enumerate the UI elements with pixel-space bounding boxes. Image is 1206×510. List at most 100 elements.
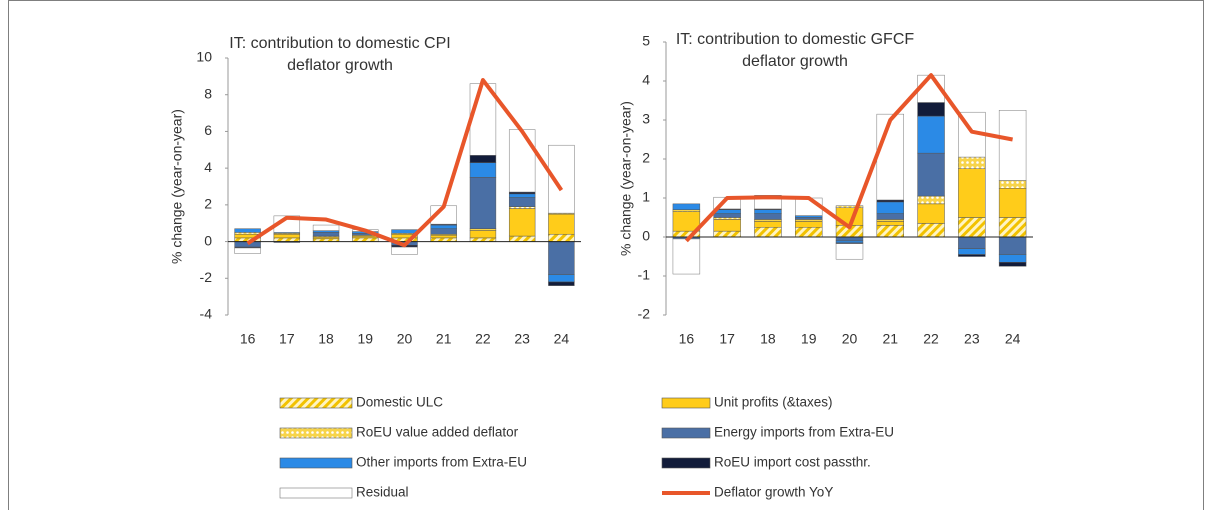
x-tick-label: 19 [801, 331, 817, 347]
legend-label: RoEU value added deflator [356, 425, 519, 440]
bar-segment [508, 235, 536, 242]
bar-segment [917, 152, 945, 197]
bar-segment [469, 155, 497, 163]
bar-segment [312, 236, 340, 240]
x-tick-label: 16 [240, 331, 256, 347]
bar-segment [754, 213, 782, 220]
bar-segment [958, 156, 986, 170]
bar-segment [273, 237, 301, 242]
bar-segment [469, 228, 497, 231]
bar-segment [958, 248, 986, 255]
bar-segment [352, 235, 379, 239]
bar-segment [917, 115, 945, 154]
x-tick-label: 18 [318, 331, 334, 347]
bar-segment [754, 219, 782, 222]
bar-segment [713, 213, 741, 218]
y-tick-label: 4 [642, 72, 650, 88]
y-tick-label: 3 [642, 111, 650, 127]
line-series [684, 73, 1013, 243]
bar-segment [508, 206, 536, 209]
legend-swatch [279, 397, 353, 409]
bar-segment [876, 225, 904, 238]
bar-segment [998, 217, 1027, 238]
bar-segment [273, 233, 301, 239]
bar-segment [508, 197, 536, 207]
bar-segment [835, 236, 864, 242]
chart-title: IT: contribution to domestic GFCF [676, 31, 915, 48]
bar-segment [312, 224, 340, 231]
bar-segment [754, 209, 782, 214]
legend-swatch [279, 457, 353, 469]
chart-title: deflator growth [742, 53, 848, 70]
bar-segment [469, 177, 497, 229]
bar-segment [548, 274, 575, 283]
y-tick-label: 0 [642, 228, 650, 244]
bar-segment [876, 113, 904, 201]
bar-segment [958, 217, 986, 238]
y-axis-label: % change (year-on-year) [618, 101, 634, 256]
bar-segment [508, 208, 536, 237]
y-tick-label: 10 [196, 49, 212, 65]
bar-segment [508, 191, 536, 195]
bar-segment [430, 228, 457, 235]
bar-segment [998, 254, 1027, 263]
bar-segment [835, 205, 864, 209]
bar-segment [430, 234, 457, 239]
bar-segment [835, 243, 864, 260]
bar-segment [430, 224, 457, 229]
bar-segment [548, 213, 575, 235]
y-tick-label: 2 [204, 196, 212, 212]
bar-segment [469, 230, 497, 239]
bar-segment [998, 180, 1027, 189]
x-tick-label: 22 [475, 331, 491, 347]
bar-segment [430, 237, 457, 242]
x-tick-label: 24 [554, 331, 570, 347]
bar-segment [391, 229, 418, 234]
x-tick-label: 16 [679, 331, 695, 347]
bar-segment [795, 227, 823, 238]
x-tick-label: 24 [1005, 331, 1021, 347]
bar-segment [672, 203, 701, 210]
legend-label: Domestic ULC [356, 395, 443, 410]
bar-segment [754, 227, 782, 238]
y-tick-label: -1 [638, 267, 651, 283]
bar-segment [917, 223, 945, 238]
bar-segment [352, 237, 379, 242]
bar-segment [917, 102, 945, 117]
bar-segment [876, 219, 904, 222]
bar-segment [876, 201, 904, 214]
x-tick-label: 17 [279, 331, 295, 347]
legend-label: Energy imports from Extra-EU [714, 425, 894, 440]
line-series [246, 78, 564, 248]
y-tick-label: 8 [204, 85, 212, 101]
x-tick-label: 18 [760, 331, 776, 347]
bar-segment [713, 217, 741, 220]
bar-segment [713, 219, 741, 232]
bar-segment [876, 199, 904, 203]
y-tick-label: 4 [204, 159, 212, 175]
bar-segment [958, 254, 986, 257]
legend-swatch [279, 427, 353, 439]
bar-segment [998, 236, 1027, 255]
bar-segment [917, 195, 945, 205]
bar-segment [998, 262, 1027, 267]
bar-segment [548, 281, 575, 286]
bar-segment [876, 221, 904, 226]
bar-segment [508, 193, 536, 198]
chart-title: deflator growth [287, 57, 393, 74]
frame [8, 0, 1204, 510]
y-tick-label: -2 [200, 269, 213, 285]
bar-segment [958, 168, 986, 218]
bar-segment [312, 230, 340, 233]
y-tick-label: 6 [204, 122, 212, 138]
legend-label: RoEU import cost passthr. [714, 455, 871, 470]
bar-segment [998, 110, 1027, 181]
bar-segment [234, 228, 261, 233]
bar-segment [548, 233, 575, 242]
bar-segment [998, 188, 1027, 218]
y-tick-label: 0 [204, 232, 212, 248]
bar-segment [876, 213, 904, 220]
x-tick-label: 20 [397, 331, 413, 347]
bar-segment [469, 162, 497, 178]
